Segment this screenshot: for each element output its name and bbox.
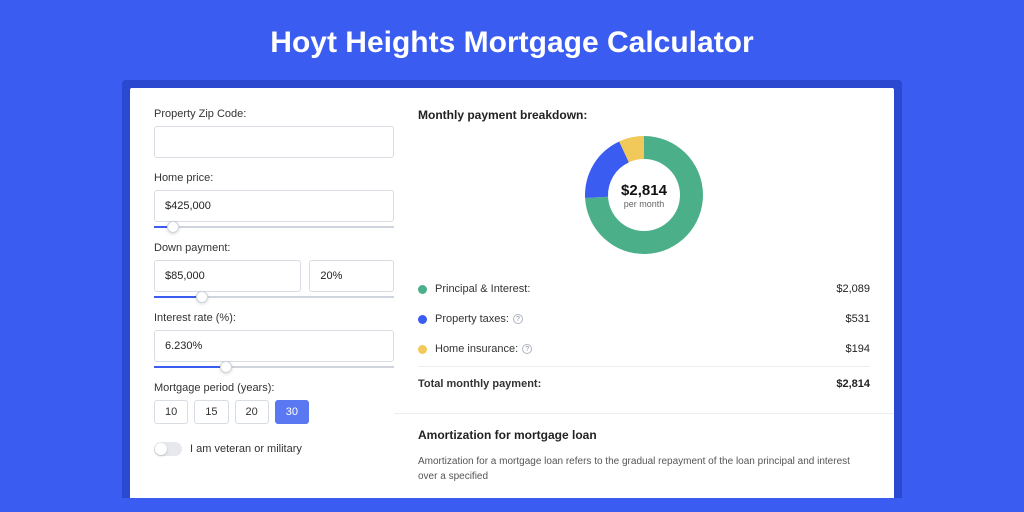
period-label: Mortgage period (years):	[154, 382, 394, 394]
donut-chart-wrap: $2,814 per month	[418, 134, 870, 256]
veteran-toggle-row: I am veteran or military	[154, 442, 394, 456]
donut-sub: per month	[624, 199, 665, 209]
zip-label: Property Zip Code:	[154, 108, 394, 120]
legend-value: $531	[846, 313, 870, 325]
total-value: $2,814	[836, 378, 870, 390]
period-button-10[interactable]: 10	[154, 400, 188, 424]
page-title: Hoyt Heights Mortgage Calculator	[0, 0, 1024, 80]
legend-dot	[418, 285, 427, 294]
legend-value: $194	[846, 343, 870, 355]
period-field-group: Mortgage period (years): 1015 2030	[154, 382, 394, 424]
slider-thumb[interactable]	[167, 221, 179, 233]
info-icon[interactable]: ?	[513, 314, 523, 324]
legend-label: Property taxes:?	[435, 313, 846, 325]
card-shadow: Property Zip Code: Home price: Down paym…	[122, 80, 902, 498]
interest-input[interactable]	[154, 330, 394, 362]
period-button-15[interactable]: 15	[194, 400, 228, 424]
legend-dot	[418, 315, 427, 324]
toggle-knob	[155, 443, 167, 455]
breakdown-column: Monthly payment breakdown: $2,814 per mo…	[418, 108, 870, 498]
period-button-30[interactable]: 30	[275, 400, 309, 424]
home-price-slider[interactable]	[154, 226, 394, 228]
donut-center: $2,814 per month	[611, 162, 677, 228]
zip-field-group: Property Zip Code:	[154, 108, 394, 158]
period-buttons: 1015 2030	[154, 400, 394, 424]
amortization-text: Amortization for a mortgage loan refers …	[418, 454, 870, 484]
interest-field-group: Interest rate (%):	[154, 312, 394, 368]
veteran-toggle[interactable]	[154, 442, 182, 456]
donut-amount: $2,814	[621, 182, 667, 199]
down-payment-field-group: Down payment:	[154, 242, 394, 298]
slider-thumb[interactable]	[196, 291, 208, 303]
period-button-20[interactable]: 20	[235, 400, 269, 424]
legend-dot	[418, 345, 427, 354]
calculator-card: Property Zip Code: Home price: Down paym…	[130, 88, 894, 498]
down-payment-pct-input[interactable]	[309, 260, 394, 292]
breakdown-title: Monthly payment breakdown:	[418, 108, 870, 122]
total-row: Total monthly payment: $2,814	[418, 366, 870, 399]
down-payment-slider[interactable]	[154, 296, 394, 298]
form-column: Property Zip Code: Home price: Down paym…	[154, 108, 394, 498]
slider-thumb[interactable]	[220, 361, 232, 373]
legend-row: Principal & Interest:$2,089	[418, 274, 870, 304]
total-label: Total monthly payment:	[418, 378, 836, 390]
veteran-label: I am veteran or military	[190, 443, 302, 455]
legend: Principal & Interest:$2,089Property taxe…	[418, 274, 870, 364]
legend-row: Home insurance:?$194	[418, 334, 870, 364]
donut-chart: $2,814 per month	[583, 134, 705, 256]
divider	[394, 413, 894, 414]
legend-value: $2,089	[836, 283, 870, 295]
legend-row: Property taxes:?$531	[418, 304, 870, 334]
zip-input[interactable]	[154, 126, 394, 158]
info-icon[interactable]: ?	[522, 344, 532, 354]
down-payment-input[interactable]	[154, 260, 301, 292]
interest-label: Interest rate (%):	[154, 312, 394, 324]
legend-label: Home insurance:?	[435, 343, 846, 355]
home-price-input[interactable]	[154, 190, 394, 222]
home-price-field-group: Home price:	[154, 172, 394, 228]
amortization-title: Amortization for mortgage loan	[418, 428, 870, 442]
down-payment-label: Down payment:	[154, 242, 394, 254]
interest-slider[interactable]	[154, 366, 394, 368]
legend-label: Principal & Interest:	[435, 283, 836, 295]
home-price-label: Home price:	[154, 172, 394, 184]
